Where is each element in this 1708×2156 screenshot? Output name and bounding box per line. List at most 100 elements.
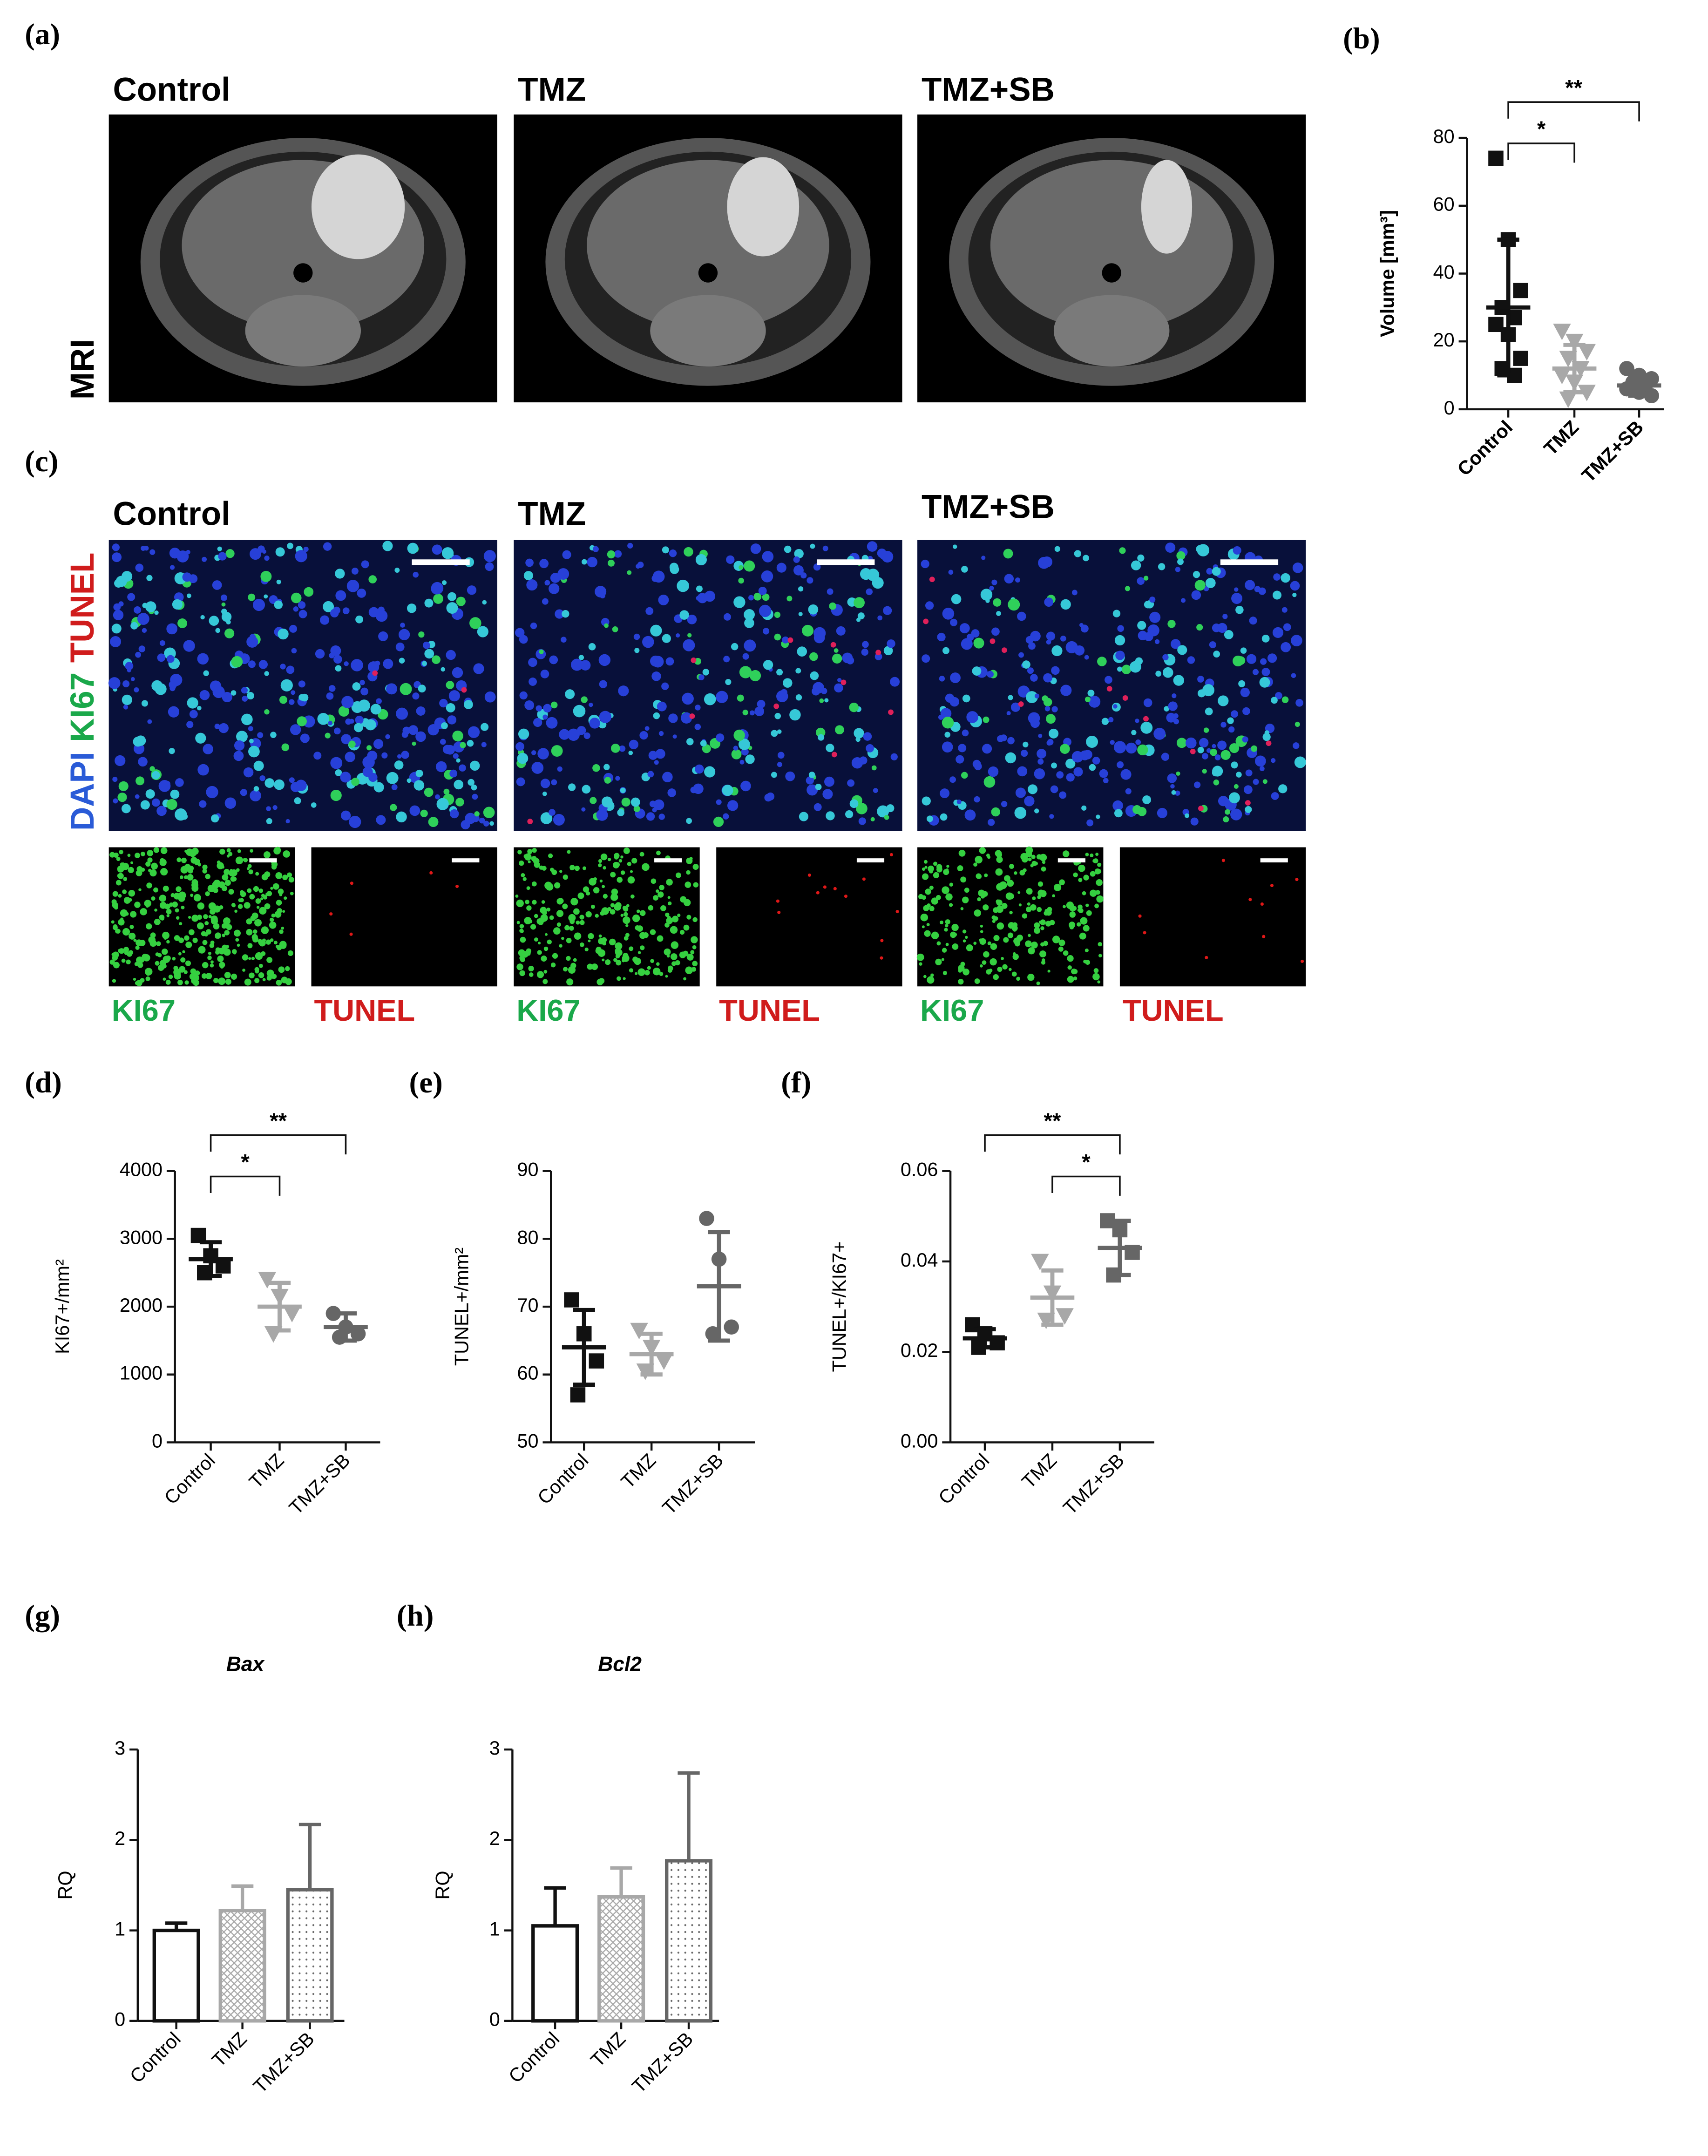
tunel-cell — [689, 713, 695, 719]
ki67-cell — [585, 911, 592, 918]
cell — [526, 579, 538, 591]
ki67-cell — [605, 959, 611, 965]
cell — [125, 662, 134, 671]
ki67-cell — [1045, 921, 1051, 927]
ki67-cell — [979, 938, 986, 945]
panel-label: (d) — [25, 1066, 62, 1099]
y-tick-label: 0 — [115, 2009, 125, 2030]
ki67-cell — [208, 951, 211, 955]
ki67-cell — [279, 901, 282, 904]
ki67-cell — [126, 959, 131, 965]
ki67-cell — [616, 949, 622, 955]
cell — [1270, 758, 1276, 763]
cell — [326, 692, 334, 700]
cell — [1206, 568, 1213, 575]
cell — [809, 652, 818, 661]
cell — [242, 696, 248, 702]
cell — [351, 659, 363, 671]
cell — [1224, 630, 1234, 639]
ki67-cell — [545, 883, 554, 891]
cell — [1056, 771, 1064, 779]
cell — [439, 698, 448, 708]
ki67-cell — [611, 888, 618, 895]
cell — [187, 593, 191, 598]
cell — [961, 566, 968, 573]
ki67-cell — [523, 854, 528, 859]
cell — [448, 690, 460, 702]
cell — [540, 812, 553, 824]
ki67-cell — [960, 876, 967, 883]
cell — [280, 664, 286, 670]
ki67-cell — [251, 934, 258, 941]
ki67-cell — [997, 966, 1003, 972]
y-tick-label: 0.06 — [901, 1159, 938, 1180]
ki67-cell — [993, 935, 1000, 942]
image-header: Control — [113, 71, 230, 108]
ki67-cell — [526, 886, 530, 890]
ki67-cell — [671, 941, 679, 949]
cell — [1212, 769, 1219, 777]
ki67-cell — [691, 967, 697, 972]
ki67-cell — [185, 960, 191, 966]
ki67-cell — [554, 882, 561, 888]
tunel-cell — [773, 703, 779, 709]
ki67-cell — [181, 905, 185, 909]
tunel-cell — [830, 642, 836, 648]
cell — [1292, 563, 1303, 573]
cell — [733, 746, 739, 751]
tunel-cell — [833, 887, 837, 890]
cell — [199, 690, 210, 700]
ki67-cell — [160, 868, 168, 876]
cell — [795, 668, 801, 674]
ki67-cell — [275, 872, 283, 879]
ki67-cell — [208, 902, 216, 910]
cell — [220, 594, 227, 601]
cell — [333, 727, 341, 735]
ki67-cell — [623, 906, 629, 912]
cell — [1113, 704, 1118, 709]
cell — [236, 731, 248, 743]
cell — [540, 779, 550, 788]
cell — [657, 701, 667, 712]
cell — [826, 744, 834, 753]
ki67-cell — [1066, 901, 1074, 909]
cell — [1190, 817, 1199, 826]
cell — [1017, 766, 1028, 777]
ki67-cell — [595, 948, 602, 954]
cell — [149, 549, 156, 555]
ki67-cell — [262, 978, 266, 982]
ki67-cell — [1086, 910, 1092, 916]
cell — [742, 709, 748, 716]
cell — [921, 559, 929, 569]
ki67-cell — [1037, 907, 1042, 912]
cell — [1049, 814, 1054, 819]
cell — [1173, 713, 1179, 719]
cell — [1245, 806, 1252, 813]
cell — [798, 612, 803, 617]
cell — [1018, 652, 1024, 658]
cell — [449, 769, 458, 778]
ki67-cell — [153, 847, 159, 853]
ki67-cell — [1001, 956, 1004, 960]
cell — [183, 640, 195, 652]
tunel-cell — [527, 819, 533, 825]
cell — [385, 734, 390, 739]
ki67-cell — [1034, 927, 1041, 934]
cell — [1213, 779, 1220, 786]
ki67-cell — [657, 891, 664, 898]
cell — [465, 813, 476, 824]
ki67-cell — [924, 866, 928, 869]
ki67-cell — [1078, 864, 1085, 872]
tunel-cell — [1122, 695, 1128, 701]
cell — [524, 700, 535, 710]
cell — [939, 676, 945, 682]
ki67-cell — [1042, 861, 1046, 864]
ki67-cell — [128, 950, 134, 955]
cell — [633, 633, 640, 640]
cell — [774, 712, 781, 719]
cell — [1167, 620, 1176, 628]
y-tick-label: 0 — [152, 1430, 163, 1451]
ki67-cell — [1090, 871, 1096, 877]
cell — [368, 575, 377, 583]
ki67-cell — [933, 861, 938, 866]
